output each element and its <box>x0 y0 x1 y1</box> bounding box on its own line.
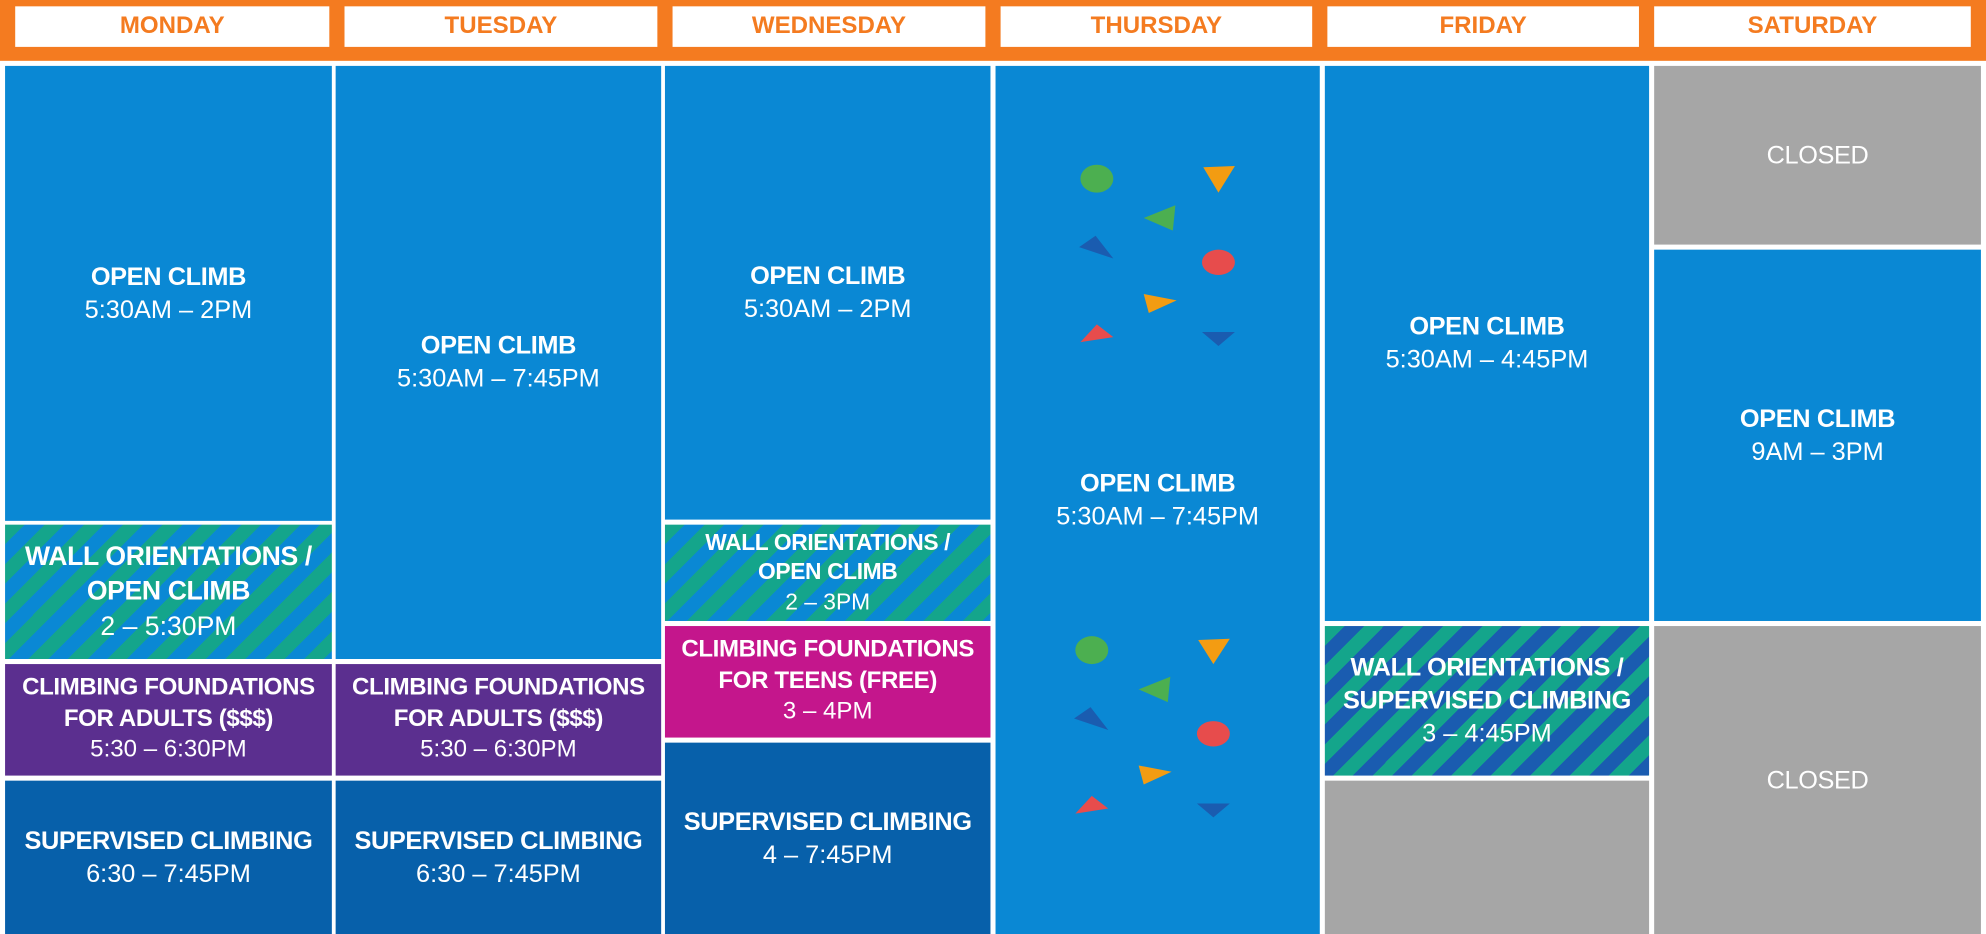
block-title: WALL ORIENTATIONS / <box>705 529 951 555</box>
block-time: 3 – 4:45PM <box>1422 719 1552 748</box>
schedule-block: WALL ORIENTATIONS / OPEN CLIMB 2 – 5:30PM <box>5 524 332 659</box>
day-header: FRIDAY <box>1327 6 1639 47</box>
block-time: 5:30AM – 7:45PM <box>1056 502 1260 531</box>
block-title: OPEN CLIMB <box>750 262 906 291</box>
schedule-block: OPEN CLIMB 5:30AM – 7:45PM <box>335 65 662 659</box>
schedule-block: WALL ORIENTATIONS / SUPERVISED CLIMBING 3 … <box>1324 626 1650 776</box>
block-time: 5:30AM – 4:45PM <box>1385 345 1589 374</box>
block-time: 5:30AM – 2PM <box>84 295 253 324</box>
schedule-block: OPEN CLIMB 5:30AM – 2PM <box>664 65 991 520</box>
block-title: FOR ADULTS ($$$) <box>63 705 274 733</box>
block-time: 2 – 5:30PM <box>100 611 237 641</box>
block-time: 5:30 – 6:30PM <box>90 736 247 764</box>
schedule-block: CLIMBING FOUNDATIONS FOR TEENS (FREE) 3 – … <box>664 626 991 738</box>
block-title: WALL ORIENTATIONS / <box>25 542 312 572</box>
block-title: CLOSED <box>1766 766 1869 794</box>
day-header: THURSDAY <box>1000 6 1313 47</box>
day-header: WEDNESDAY <box>672 6 986 47</box>
block-time: 6:30 – 7:45PM <box>416 859 581 888</box>
block-time: 6:30 – 7:45PM <box>86 859 251 888</box>
block-title: CLOSED <box>1766 141 1869 170</box>
day-header: TUESDAY <box>344 6 658 47</box>
block-title: OPEN CLIMB <box>1409 313 1565 341</box>
block-title: FOR TEENS (FREE) <box>718 667 937 695</box>
schedule-block: SUPERVISED CLIMBING 4 – 7:45PM <box>664 742 991 934</box>
schedule-block: CLOSED <box>1654 65 1981 245</box>
block-title: SUPERVISED CLIMBING <box>24 826 313 855</box>
schedule-block: CLIMBING FOUNDATIONS FOR ADULTS ($$$) 5:30… <box>5 664 332 776</box>
schedule-block: CLIMBING FOUNDATIONS FOR ADULTS ($$$) 5:30… <box>335 664 662 776</box>
block-title: SUPERVISED CLIMBING <box>354 826 643 855</box>
block-title: CLIMBING FOUNDATIONS <box>681 636 975 663</box>
block-title: OPEN CLIMB <box>1080 469 1236 498</box>
day-header: MONDAY <box>15 6 330 47</box>
block-title: OPEN CLIMB <box>1739 404 1896 433</box>
schedule-block: OPEN CLIMB 9AM – 3PM <box>1654 249 1981 621</box>
day-header: SATURDAY <box>1654 6 1971 47</box>
block-title: CLIMBING FOUNDATIONS <box>22 674 315 701</box>
block-title: OPEN CLIMB <box>420 332 577 360</box>
block-title: OPEN CLIMB <box>758 559 898 585</box>
block-time: 4 – 7:45PM <box>762 840 893 869</box>
block-time: 2 – 3PM <box>785 588 871 615</box>
block-title: SUPERVISED CLIMBING <box>1343 686 1631 715</box>
schedule-block: SUPERVISED CLIMBING 6:30 – 7:45PM <box>5 780 332 934</box>
block-time: 9AM – 3PM <box>1751 437 1884 466</box>
schedule-block: OPEN CLIMB 5:30AM – 4:45PM <box>1324 65 1650 621</box>
schedule-block <box>1324 780 1650 934</box>
block-title: CLIMBING FOUNDATIONS <box>352 674 645 701</box>
schedule-block: CLOSED <box>1654 626 1981 934</box>
block-title: OPEN CLIMB <box>90 262 247 291</box>
schedule-block: WALL ORIENTATIONS / OPEN CLIMB 2 – 3PM <box>664 524 991 621</box>
block-time: 5:30 – 6:30PM <box>420 736 577 764</box>
block-title: SUPERVISED CLIMBING <box>683 807 972 836</box>
block-time: 3 – 4PM <box>782 698 873 726</box>
schedule-block: OPEN CLIMB 5:30AM – 7:45PM <box>995 65 1320 934</box>
schedule-block: SUPERVISED CLIMBING 6:30 – 7:45PM <box>335 780 662 934</box>
block-time: 5:30AM – 7:45PM <box>397 364 600 393</box>
block-title: FOR ADULTS ($$$) <box>393 705 604 733</box>
block-time: 5:30AM – 2PM <box>743 295 912 324</box>
schedule-block: OPEN CLIMB 5:30AM – 2PM <box>5 65 332 521</box>
block-title: WALL ORIENTATIONS / <box>1350 653 1624 682</box>
block-title: OPEN CLIMB <box>86 577 251 607</box>
